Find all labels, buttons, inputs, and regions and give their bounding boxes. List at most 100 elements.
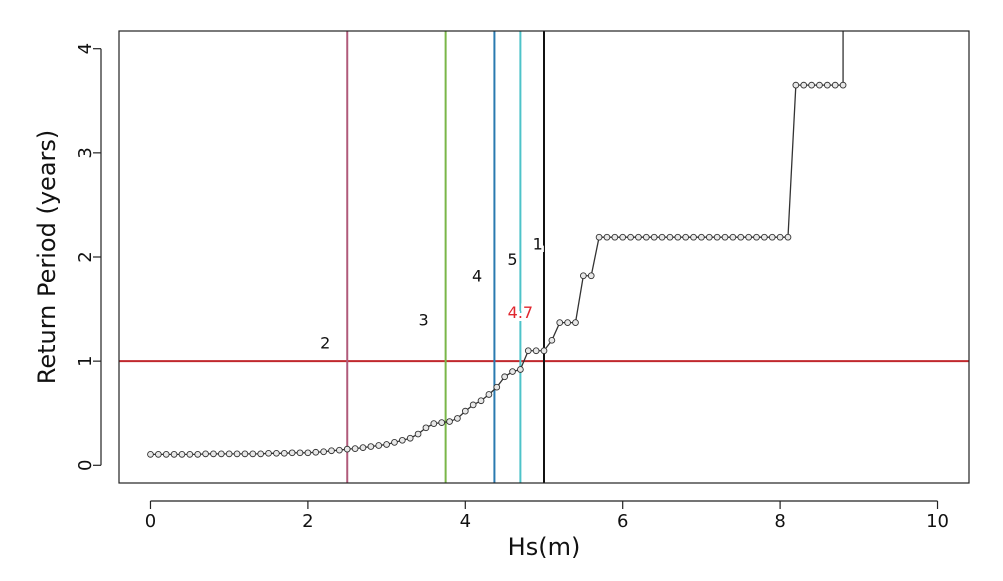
data-point (493, 383, 501, 391)
data-point (540, 347, 548, 355)
data-point (666, 233, 674, 241)
data-point (753, 233, 760, 241)
x-tick-label: 4 (460, 511, 471, 532)
data-point (477, 397, 485, 405)
data-point (713, 233, 721, 241)
data-point (690, 233, 697, 241)
data-point (210, 450, 217, 458)
data-point (831, 81, 839, 89)
data-point (509, 368, 516, 375)
data-point (642, 233, 650, 241)
data-point (343, 445, 351, 453)
data-point (698, 233, 705, 241)
data-point (430, 420, 438, 427)
data-point (548, 336, 556, 344)
data-point (320, 448, 327, 456)
data-point (580, 272, 587, 280)
data-point (792, 81, 800, 89)
x-axis-label: Hs(m) (508, 533, 581, 561)
y-tick-label: 0 (75, 460, 96, 471)
data-point (186, 451, 194, 458)
y-tick-label: 4 (75, 43, 96, 54)
data-point (461, 407, 469, 415)
data-point (808, 81, 815, 89)
data-point (241, 450, 249, 458)
annotation-label: 4.7 (508, 303, 533, 322)
data-point (776, 233, 784, 241)
data-point (194, 451, 202, 458)
data-point (729, 233, 737, 241)
data-point (351, 445, 359, 452)
data-point (603, 233, 611, 241)
axes: 0 2 4 6 8 10 0 1 2 3 4 (75, 43, 949, 532)
data-point (619, 233, 627, 241)
data-point (257, 450, 265, 458)
data-point (674, 233, 682, 241)
data-point (572, 319, 579, 326)
plot-frame (118, 30, 970, 484)
data-point (446, 418, 453, 425)
data-point (816, 81, 823, 89)
x-tick-label: 6 (617, 511, 628, 532)
data-point (265, 449, 272, 457)
data-point (383, 441, 390, 448)
data-point (839, 81, 847, 89)
y-tick-label: 1 (75, 355, 96, 366)
vertical-line-label: 5 (507, 250, 517, 269)
vertical-line-label: 3 (418, 310, 428, 329)
data-point (761, 233, 768, 241)
data-point (359, 444, 367, 451)
data-point (398, 436, 406, 444)
data-point (202, 450, 209, 458)
data-point (517, 366, 524, 373)
plot-content: 2 3 4 51 4.7 (119, 31, 969, 483)
data-point (784, 233, 792, 241)
data-point (454, 415, 461, 422)
x-tick-label: 2 (302, 511, 313, 532)
data-point (768, 233, 776, 241)
data-point (469, 401, 477, 409)
x-tick-label: 10 (926, 511, 949, 532)
data-point (627, 233, 634, 241)
data-point (391, 439, 398, 446)
data-point (650, 233, 658, 241)
data-point (375, 442, 383, 449)
y-axis-label: Return Period (years) (33, 130, 61, 385)
data-point (422, 424, 430, 432)
data-point (524, 347, 532, 355)
data-point (147, 451, 154, 458)
data-point (233, 450, 241, 458)
data-point (367, 443, 375, 450)
data-point (823, 81, 831, 89)
series-line (150, 31, 844, 456)
data-point (280, 449, 288, 457)
x-tick-label: 8 (774, 511, 785, 532)
vertical-line-label: 4 (472, 267, 482, 286)
data-point (414, 430, 422, 438)
data-point (336, 446, 343, 454)
data-point (304, 449, 312, 457)
data-point (611, 233, 619, 241)
data-point (312, 448, 320, 456)
data-point (273, 449, 280, 457)
data-point (328, 447, 335, 455)
data-point (501, 373, 508, 381)
data-point (249, 450, 257, 458)
data-point (406, 434, 414, 442)
data-point (296, 449, 304, 457)
data-point (705, 233, 713, 241)
x-tick-label: 0 (145, 511, 156, 532)
data-point (225, 450, 233, 458)
data-point (532, 347, 540, 355)
y-tick-label: 3 (75, 147, 96, 158)
data-point (564, 319, 571, 326)
y-tick-label: 2 (75, 251, 96, 262)
data-point (682, 233, 690, 241)
data-point (745, 233, 752, 241)
data-point (485, 391, 493, 398)
data-point (288, 449, 296, 457)
data-point (737, 233, 745, 241)
data-point (595, 233, 603, 241)
data-point (217, 450, 225, 458)
